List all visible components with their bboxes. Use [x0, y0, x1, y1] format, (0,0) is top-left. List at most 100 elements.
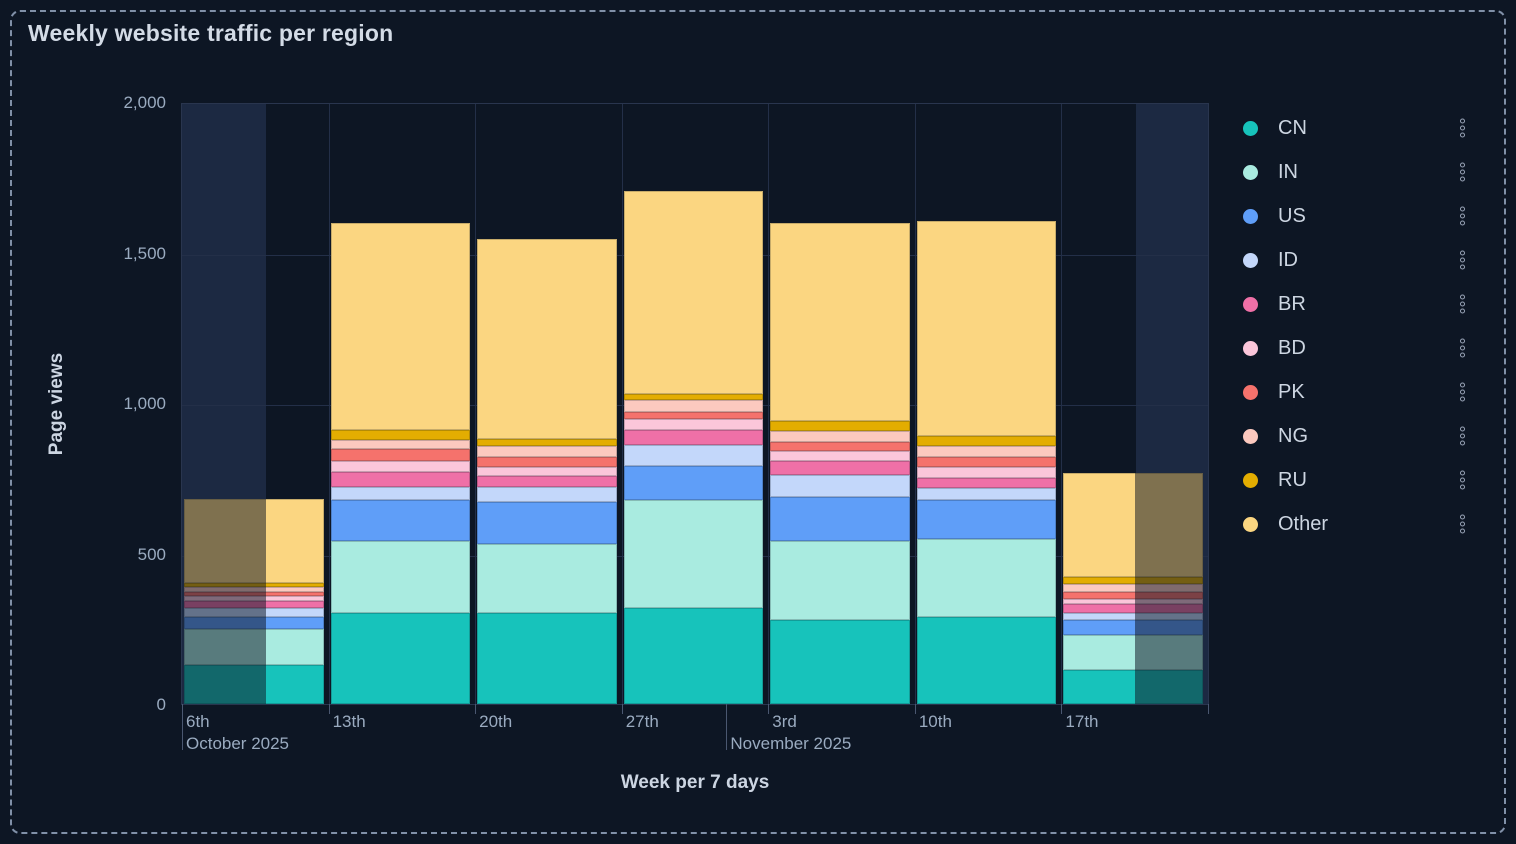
bar-segment-br[interactable] [1063, 603, 1203, 613]
bar-oct-13[interactable] [330, 222, 471, 704]
bar-segment-other[interactable] [477, 239, 617, 439]
legend-item-us[interactable]: US [1243, 194, 1471, 238]
bar-segment-ru[interactable] [330, 429, 471, 440]
legend-item-br[interactable]: BR [1243, 282, 1471, 326]
month-boundary-tick [726, 704, 728, 750]
bar-segment-pk[interactable] [1063, 591, 1203, 599]
bar-segment-bd[interactable] [330, 461, 471, 472]
plot-area[interactable]: 6th 13th 20th 27th 3rd 10th 17th October 2025 No… [181, 103, 1209, 753]
bar-segment-ru[interactable] [1063, 576, 1203, 584]
bar-segment-cn[interactable] [477, 612, 617, 704]
x-axis-tick [328, 704, 330, 714]
bar-segment-ru[interactable] [477, 438, 617, 446]
bar-segment-other[interactable] [330, 222, 471, 430]
bar-segment-other[interactable] [623, 191, 764, 394]
bar-segment-ng[interactable] [477, 446, 617, 457]
bar-segment-br[interactable] [770, 461, 910, 475]
bar-segment-id[interactable] [1063, 612, 1203, 620]
legend-label: Other [1278, 512, 1329, 535]
legend-label: IN [1278, 160, 1298, 183]
legend-menu-icon[interactable] [1458, 513, 1467, 536]
bar-segment-cn[interactable] [770, 620, 910, 704]
legend-color-dot-icon [1243, 120, 1258, 136]
bar-segment-id[interactable] [330, 486, 471, 500]
bar-oct-6[interactable] [184, 498, 324, 704]
bar-segment-in[interactable] [916, 539, 1057, 617]
bar-segment-ng[interactable] [330, 440, 471, 449]
chart-title: Weekly website traffic per region [28, 20, 394, 46]
bar-segment-in[interactable] [770, 540, 910, 620]
bar-segment-id[interactable] [916, 488, 1057, 500]
bar-segment-pk[interactable] [770, 441, 910, 451]
bar-segment-ru[interactable] [916, 435, 1057, 446]
legend-item-cn[interactable]: CN [1243, 106, 1471, 150]
bar-segment-pk[interactable] [623, 411, 764, 419]
bar-segment-ng[interactable] [1063, 584, 1203, 592]
bar-segment-in[interactable] [477, 543, 617, 613]
legend-item-other[interactable]: Other [1243, 502, 1471, 546]
x-axis-title: Week per 7 days [620, 772, 770, 793]
legend-item-bd[interactable]: BD [1243, 326, 1471, 370]
bar-segment-us[interactable] [770, 497, 910, 541]
bar-segment-pk[interactable] [916, 456, 1057, 467]
bar-segment-bd[interactable] [1063, 599, 1203, 604]
bar-segment-cn[interactable] [330, 612, 471, 704]
legend-color-dot-icon [1243, 516, 1258, 532]
legend-menu-icon[interactable] [1458, 117, 1467, 140]
legend-menu-icon[interactable] [1458, 249, 1467, 272]
legend-item-ru[interactable]: RU [1243, 458, 1471, 502]
legend-menu-icon[interactable] [1458, 337, 1467, 360]
bar-segment-bd[interactable] [916, 467, 1057, 478]
x-tick-label: 13th [332, 712, 366, 731]
bar-nov-10[interactable] [916, 221, 1057, 704]
bar-nov-3[interactable] [770, 222, 910, 704]
legend-menu-icon[interactable] [1458, 469, 1467, 492]
y-tick-label: 1,500 [123, 243, 166, 263]
bar-segment-us[interactable] [477, 501, 617, 544]
bar-segment-cn[interactable] [623, 608, 764, 704]
bar-segment-bd[interactable] [477, 467, 617, 476]
legend-item-ng[interactable]: NG [1243, 414, 1471, 458]
bar-oct-27[interactable] [623, 191, 764, 704]
legend-label: ID [1278, 248, 1298, 271]
x-axis-tick [475, 704, 477, 714]
bar-segment-other[interactable] [770, 222, 910, 421]
bar-segment-ru[interactable] [770, 420, 910, 431]
legend-item-pk[interactable]: PK [1243, 370, 1471, 414]
bar-segment-pk[interactable] [330, 449, 471, 461]
legend-menu-icon[interactable] [1458, 205, 1467, 228]
bar-segment-ng[interactable] [623, 399, 764, 412]
legend-menu-icon[interactable] [1458, 293, 1467, 316]
bar-segment-us[interactable] [623, 465, 764, 500]
legend-color-dot-icon [1243, 340, 1258, 356]
bar-segment-br[interactable] [477, 476, 617, 487]
bar-segment-ng[interactable] [916, 446, 1057, 457]
bar-segment-cn[interactable] [916, 617, 1057, 704]
bar-oct-20[interactable] [477, 239, 617, 704]
bar-segment-other[interactable] [916, 221, 1057, 436]
legend-menu-icon[interactable] [1458, 425, 1467, 448]
legend-menu-icon[interactable] [1458, 381, 1467, 404]
bar-segment-us[interactable] [916, 500, 1057, 539]
bar-segment-in[interactable] [330, 540, 471, 613]
bar-segment-bd[interactable] [623, 419, 764, 430]
legend-color-dot-icon [1243, 472, 1258, 488]
bar-segment-us[interactable] [330, 500, 471, 541]
bar-segment-in[interactable] [623, 500, 764, 608]
x-tick-label: 6th [186, 712, 210, 731]
bar-segment-ng[interactable] [770, 431, 910, 442]
bar-segment-id[interactable] [477, 486, 617, 502]
legend-menu-icon[interactable] [1458, 161, 1467, 184]
bar-segment-br[interactable] [623, 429, 764, 445]
bar-segment-pk[interactable] [477, 456, 617, 467]
bar-segment-id[interactable] [623, 444, 764, 466]
bar-nov-17[interactable] [1063, 473, 1203, 704]
bar-segment-bd[interactable] [770, 450, 910, 461]
bar-segment-br[interactable] [916, 477, 1057, 488]
bar-segment-br[interactable] [330, 471, 471, 487]
legend-item-id[interactable]: ID [1243, 238, 1471, 282]
bar-segment-ru[interactable] [623, 393, 764, 400]
legend-item-in[interactable]: IN [1243, 150, 1471, 194]
gridline-vertical [475, 104, 477, 704]
bar-segment-id[interactable] [770, 474, 910, 497]
